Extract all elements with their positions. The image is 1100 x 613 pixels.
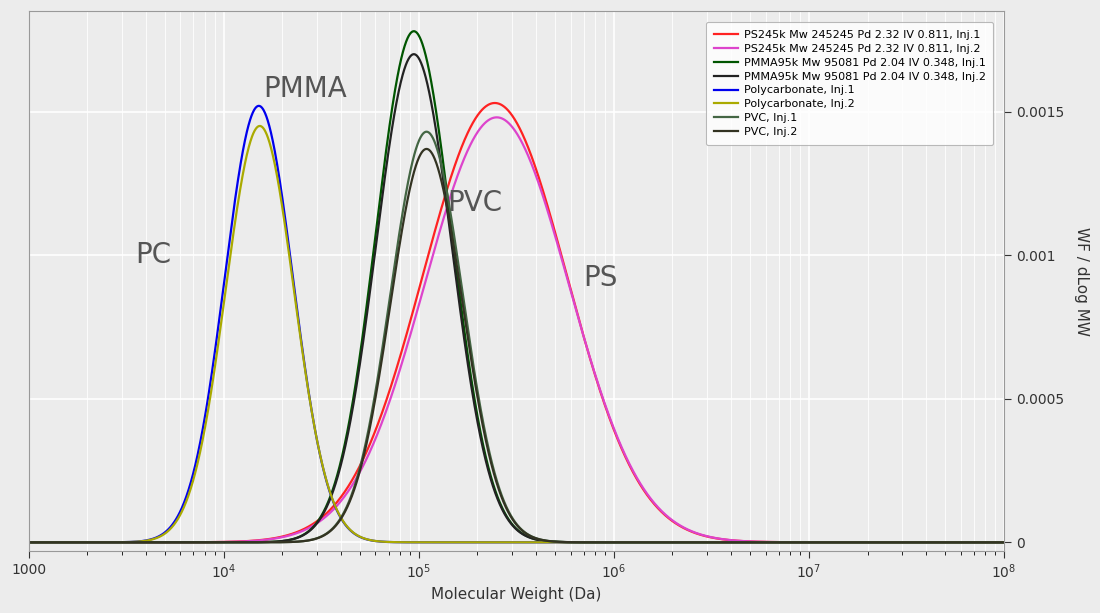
- PS245k Mw 245245 Pd 2.32 IV 0.811, Inj.2: [191, 539, 205, 546]
- PS245k Mw 245245 Pd 2.32 IV 0.811, Inj.2: [22, 539, 35, 546]
- Line: Polycarbonate, Inj.2: Polycarbonate, Inj.2: [29, 126, 1004, 543]
- PVC, Inj.1: [439, 180, 452, 187]
- PMMA95k Mw 95081 Pd 2.04 IV 0.348, Inj.2: [439, 191, 452, 199]
- Polycarbonate, Inj.1: [133, 538, 146, 545]
- PMMA95k Mw 95081 Pd 2.04 IV 0.348, Inj.1: [407, 28, 420, 35]
- Legend: PS245k Mw 245245 Pd 2.32 IV 0.811, Inj.1, PS245k Mw 245245 Pd 2.32 IV 0.811, Inj: PS245k Mw 245245 Pd 2.32 IV 0.811, Inj.1…: [706, 22, 993, 145]
- Line: Polycarbonate, Inj.1: Polycarbonate, Inj.1: [29, 106, 1004, 543]
- PS245k Mw 245245 Pd 2.32 IV 0.811, Inj.1: [978, 539, 991, 546]
- PVC, Inj.2: [978, 539, 991, 546]
- PS245k Mw 245245 Pd 2.32 IV 0.811, Inj.1: [438, 193, 451, 200]
- Text: PS: PS: [584, 264, 618, 292]
- Line: PVC, Inj.1: PVC, Inj.1: [29, 132, 1004, 543]
- PS245k Mw 245245 Pd 2.32 IV 0.811, Inj.2: [978, 539, 991, 546]
- PS245k Mw 245245 Pd 2.32 IV 0.811, Inj.1: [488, 99, 502, 107]
- PVC, Inj.1: [133, 539, 146, 546]
- PMMA95k Mw 95081 Pd 2.04 IV 0.348, Inj.2: [873, 539, 887, 546]
- PS245k Mw 245245 Pd 2.32 IV 0.811, Inj.1: [873, 539, 887, 546]
- Line: PS245k Mw 245245 Pd 2.32 IV 0.811, Inj.2: PS245k Mw 245245 Pd 2.32 IV 0.811, Inj.2: [29, 117, 1004, 543]
- PVC, Inj.2: [191, 539, 205, 546]
- X-axis label: Molecular Weight (Da): Molecular Weight (Da): [431, 587, 602, 602]
- PVC, Inj.1: [191, 539, 205, 546]
- Polycarbonate, Inj.2: [22, 539, 35, 546]
- PVC, Inj.1: [396, 209, 409, 216]
- PVC, Inj.2: [396, 223, 409, 230]
- PMMA95k Mw 95081 Pd 2.04 IV 0.348, Inj.1: [978, 539, 991, 546]
- PS245k Mw 245245 Pd 2.32 IV 0.811, Inj.2: [133, 539, 146, 546]
- PMMA95k Mw 95081 Pd 2.04 IV 0.348, Inj.1: [22, 539, 35, 546]
- PVC, Inj.1: [978, 539, 991, 546]
- Text: PVC: PVC: [448, 189, 503, 218]
- Polycarbonate, Inj.1: [998, 539, 1011, 546]
- Polycarbonate, Inj.2: [998, 539, 1011, 546]
- Line: PMMA95k Mw 95081 Pd 2.04 IV 0.348, Inj.2: PMMA95k Mw 95081 Pd 2.04 IV 0.348, Inj.2: [29, 54, 1004, 543]
- PVC, Inj.2: [22, 539, 35, 546]
- PVC, Inj.2: [420, 145, 433, 153]
- PS245k Mw 245245 Pd 2.32 IV 0.811, Inj.2: [998, 539, 1011, 546]
- PVC, Inj.1: [22, 539, 35, 546]
- PS245k Mw 245245 Pd 2.32 IV 0.811, Inj.2: [438, 210, 451, 218]
- Polycarbonate, Inj.2: [873, 539, 887, 546]
- PVC, Inj.2: [873, 539, 887, 546]
- PMMA95k Mw 95081 Pd 2.04 IV 0.348, Inj.1: [191, 539, 205, 546]
- PMMA95k Mw 95081 Pd 2.04 IV 0.348, Inj.2: [191, 539, 205, 546]
- PMMA95k Mw 95081 Pd 2.04 IV 0.348, Inj.1: [133, 539, 146, 546]
- Y-axis label: WF / dLog MW: WF / dLog MW: [1074, 227, 1089, 335]
- PS245k Mw 245245 Pd 2.32 IV 0.811, Inj.2: [396, 357, 409, 365]
- PMMA95k Mw 95081 Pd 2.04 IV 0.348, Inj.1: [396, 50, 409, 57]
- Polycarbonate, Inj.2: [253, 122, 266, 129]
- Polycarbonate, Inj.1: [22, 539, 35, 546]
- Polycarbonate, Inj.1: [978, 539, 991, 546]
- PMMA95k Mw 95081 Pd 2.04 IV 0.348, Inj.2: [998, 539, 1011, 546]
- Polycarbonate, Inj.1: [191, 451, 205, 458]
- Polycarbonate, Inj.1: [439, 539, 452, 546]
- PMMA95k Mw 95081 Pd 2.04 IV 0.348, Inj.2: [396, 71, 409, 78]
- PMMA95k Mw 95081 Pd 2.04 IV 0.348, Inj.2: [133, 539, 146, 546]
- PS245k Mw 245245 Pd 2.32 IV 0.811, Inj.2: [491, 113, 504, 121]
- Polycarbonate, Inj.2: [133, 538, 146, 545]
- Polycarbonate, Inj.1: [396, 539, 409, 546]
- Polycarbonate, Inj.2: [191, 459, 205, 466]
- Text: PC: PC: [135, 241, 170, 269]
- PMMA95k Mw 95081 Pd 2.04 IV 0.348, Inj.1: [873, 539, 887, 546]
- PVC, Inj.2: [998, 539, 1011, 546]
- PVC, Inj.1: [873, 539, 887, 546]
- Polycarbonate, Inj.2: [396, 539, 409, 546]
- PMMA95k Mw 95081 Pd 2.04 IV 0.348, Inj.1: [439, 175, 452, 182]
- PS245k Mw 245245 Pd 2.32 IV 0.811, Inj.1: [998, 539, 1011, 546]
- PMMA95k Mw 95081 Pd 2.04 IV 0.348, Inj.2: [978, 539, 991, 546]
- PMMA95k Mw 95081 Pd 2.04 IV 0.348, Inj.2: [22, 539, 35, 546]
- Line: PS245k Mw 245245 Pd 2.32 IV 0.811, Inj.1: PS245k Mw 245245 Pd 2.32 IV 0.811, Inj.1: [29, 103, 1004, 543]
- Text: PMMA: PMMA: [264, 75, 348, 102]
- Line: PVC, Inj.2: PVC, Inj.2: [29, 149, 1004, 543]
- PS245k Mw 245245 Pd 2.32 IV 0.811, Inj.1: [191, 539, 205, 546]
- PVC, Inj.1: [998, 539, 1011, 546]
- PMMA95k Mw 95081 Pd 2.04 IV 0.348, Inj.2: [407, 50, 420, 58]
- Polycarbonate, Inj.2: [439, 539, 452, 546]
- PS245k Mw 245245 Pd 2.32 IV 0.811, Inj.1: [396, 345, 409, 352]
- Polycarbonate, Inj.2: [978, 539, 991, 546]
- Polycarbonate, Inj.1: [252, 102, 265, 110]
- PVC, Inj.1: [420, 128, 433, 135]
- PVC, Inj.2: [133, 539, 146, 546]
- PS245k Mw 245245 Pd 2.32 IV 0.811, Inj.2: [873, 539, 887, 546]
- Polycarbonate, Inj.1: [873, 539, 887, 546]
- PS245k Mw 245245 Pd 2.32 IV 0.811, Inj.1: [22, 539, 35, 546]
- PVC, Inj.2: [439, 194, 452, 202]
- Line: PMMA95k Mw 95081 Pd 2.04 IV 0.348, Inj.1: PMMA95k Mw 95081 Pd 2.04 IV 0.348, Inj.1: [29, 31, 1004, 543]
- PS245k Mw 245245 Pd 2.32 IV 0.811, Inj.1: [133, 539, 146, 546]
- PMMA95k Mw 95081 Pd 2.04 IV 0.348, Inj.1: [998, 539, 1011, 546]
